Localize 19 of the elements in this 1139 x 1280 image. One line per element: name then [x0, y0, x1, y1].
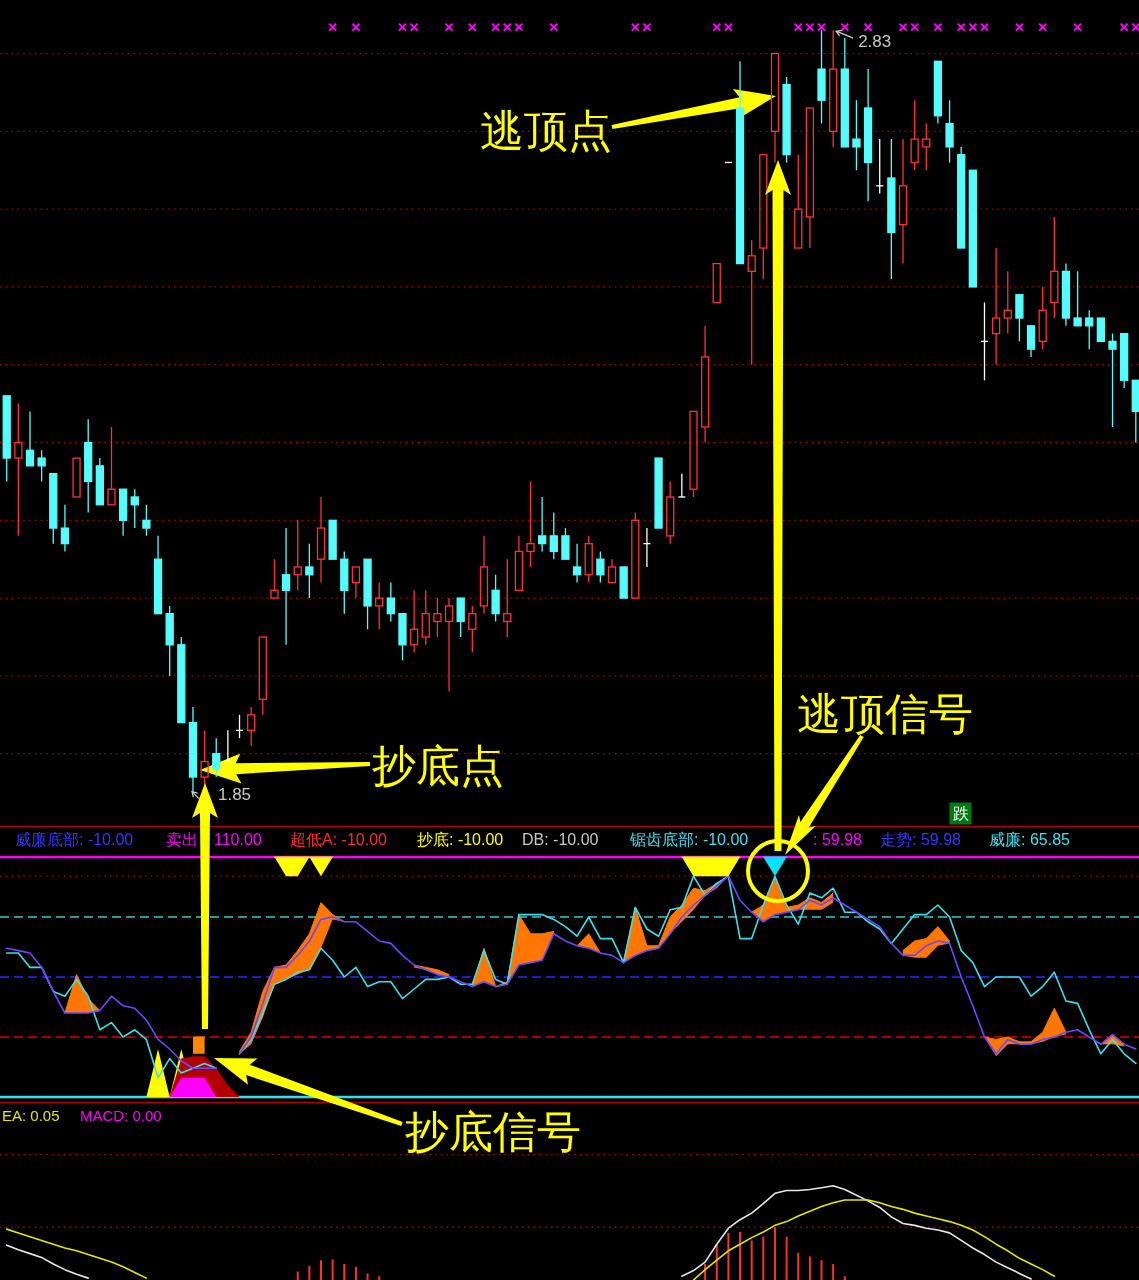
annotation: 走势: 59.98: [880, 830, 961, 848]
annotation: 锯齿底部: -10.00: [630, 830, 749, 848]
annotation: 2.83: [858, 31, 892, 51]
annotation: 超低A: -10.00: [290, 830, 387, 848]
annotation: 110.00: [214, 830, 262, 848]
annotation: 威廉底部: -10.00: [15, 830, 134, 848]
annotation: 卖出: [166, 830, 198, 848]
annotation: : 59.98: [813, 830, 862, 848]
annotation: 抄底信号: [405, 1106, 581, 1156]
annotation: 1.85: [217, 785, 252, 805]
annotation: 威廉: 65.85: [989, 830, 1070, 848]
annotation: EA: 0.05: [2, 1106, 60, 1124]
annotation: MACD: 0.00: [80, 1106, 162, 1124]
annotation: 逃顶点: [480, 105, 612, 155]
annotation: 逃顶信号: [797, 688, 973, 738]
annotation: 抄底: -10.00: [417, 830, 504, 848]
annotation: 抄底点: [372, 740, 504, 790]
annotation: DB: -10.00: [522, 830, 599, 848]
annotation: 跌: [952, 805, 969, 822]
